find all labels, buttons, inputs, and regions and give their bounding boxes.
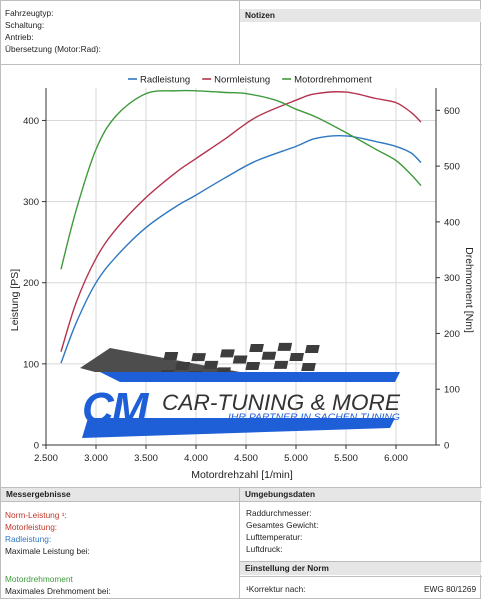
chart-series [60, 89, 422, 364]
environment-header-border [239, 501, 482, 502]
y-right-tick-label: 300 [444, 273, 460, 284]
norm-top-border [239, 561, 482, 562]
field-vehicle-type: Fahrzeugtyp: [5, 8, 54, 18]
y-right-tick-label: 500 [444, 162, 460, 173]
series-line-normleistung [60, 91, 422, 352]
norm-header: Einstellung der Norm [240, 562, 481, 575]
checker-square [163, 352, 179, 360]
logo-name: CAR-TUNING & MORE [162, 390, 400, 415]
results-header: Messergebnisse [1, 488, 239, 501]
y-left-tick-label: 0 [34, 441, 39, 452]
checker-square [203, 360, 219, 369]
checker-square [175, 362, 191, 371]
logo-slogan: IHR PARTNER IN SACHEN TUNING [228, 412, 400, 422]
field-gearbox: Schaltung: [5, 20, 45, 30]
checker-square [289, 352, 305, 361]
x-tick-label: 6.000 [384, 453, 408, 464]
legend-label-normleistung: Normleistung [214, 75, 270, 86]
series-line-motordrehmoment [60, 89, 422, 270]
y-left-tick-label: 200 [23, 278, 39, 289]
env-total-weight: Gesamtes Gewicht: [246, 520, 319, 530]
y-left-tick-label: 300 [23, 197, 39, 208]
y-left-tick-label: 400 [23, 116, 39, 127]
y-right-tick-label: 200 [444, 329, 460, 340]
norm-header-border [239, 576, 482, 577]
top-bottom-border [0, 64, 482, 65]
results-header-border [0, 501, 239, 502]
x-tick-label: 5.000 [284, 453, 308, 464]
logo-swoosh-top [100, 372, 400, 382]
top-divider [239, 0, 240, 64]
result-engine-power: Motorleistung: [5, 522, 58, 532]
norm-correction-value: EWG 80/1269 [424, 584, 477, 594]
field-ratio: Übersetzung (Motor:Rad): [5, 44, 101, 54]
x-tick-label: 3.500 [134, 453, 158, 464]
logo-initials: CM [82, 384, 150, 433]
y-right-tick-label: 600 [444, 106, 460, 117]
x-tick-label: 4.500 [234, 453, 258, 464]
y-axis-right-label: Drehmoment [Nm] [463, 247, 475, 333]
chart-axes: 2.500 3.000 3.500 4.000 4.500 5.000 5.500 6.000… [23, 88, 460, 464]
chart-legend: Radleistung Normleistung Motordrehmoment [128, 75, 372, 86]
y-axis-left-label: Leistung [PS] [9, 269, 21, 332]
legend-label-radleistung: Radleistung [140, 75, 190, 86]
dyno-chart: CM CAR-TUNING & MORE IHR PARTNER IN SACH… [9, 75, 475, 482]
y-right-tick-label: 0 [444, 441, 449, 452]
vehicle-fields: Fahrzeugtyp: Schaltung: Antrieb: Überset… [5, 7, 101, 55]
environment-header: Umgebungsdaten [240, 488, 481, 501]
company-logo: CM CAR-TUNING & MORE IHR PARTNER IN SACH… [80, 342, 400, 438]
logo-dark-wedge [80, 348, 240, 372]
env-air-temperature: Lufttemperatur: [246, 532, 303, 542]
checker-square [245, 361, 261, 370]
x-axis-label: Motordrehzahl [1/min] [191, 469, 293, 481]
checker-square [220, 349, 235, 358]
vehicle-info-section: Fahrzeugtyp: Schaltung: Antrieb: Überset… [0, 0, 482, 64]
y-left-tick-label: 100 [23, 359, 39, 370]
x-tick-label: 5.500 [334, 453, 358, 464]
results-top-border [0, 487, 482, 488]
field-drive: Antrieb: [5, 32, 34, 42]
result-max-torque-at: Maximales Drehmoment bei: [5, 586, 111, 596]
checker-square [301, 362, 316, 371]
checker-square [261, 351, 277, 360]
result-torque: Motordrehmoment [5, 574, 73, 584]
y-right-tick-label: 100 [444, 385, 460, 396]
result-wheel-power: Radleistung: [5, 534, 52, 544]
legend-label-motordrehmoment: Motordrehmoment [294, 75, 372, 86]
x-tick-label: 4.000 [184, 453, 208, 464]
result-max-power-at: Maximale Leistung bei: [5, 546, 90, 556]
checker-square [277, 342, 293, 351]
result-norm-power: Norm-Leistung ¹: [5, 510, 67, 520]
checker-square [191, 353, 206, 362]
notes-header: Notizen [240, 9, 481, 22]
series-line-radleistung [60, 135, 422, 364]
x-tick-label: 2.500 [34, 453, 58, 464]
checker-square [249, 343, 264, 352]
x-tick-label: 3.000 [84, 453, 108, 464]
checker-square [232, 355, 248, 364]
env-wheel-diameter: Raddurchmesser: [246, 508, 312, 518]
env-air-pressure: Luftdruck: [246, 544, 283, 554]
norm-correction-label: ¹Korrektur nach: [246, 584, 306, 594]
checker-square [305, 344, 320, 353]
y-right-tick-label: 400 [444, 217, 460, 228]
logo-swoosh-bottom [82, 418, 395, 438]
checker-square [273, 360, 289, 369]
bottom-divider [239, 487, 240, 599]
